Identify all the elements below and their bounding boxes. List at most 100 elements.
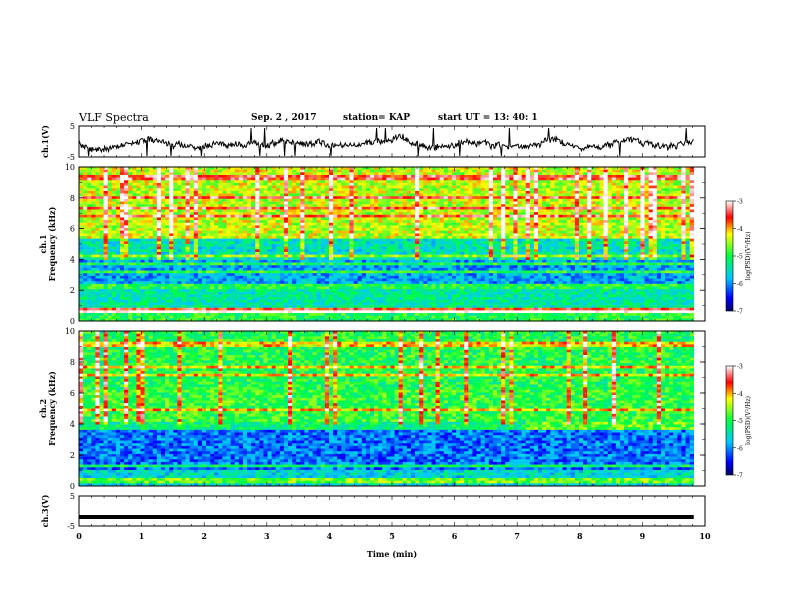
spectrogram-cell (165, 172, 170, 176)
spectrogram-cell (669, 196, 674, 200)
spectrogram-cell (681, 188, 686, 192)
spectrogram-cell (222, 212, 227, 216)
spectrogram-cell (574, 230, 580, 234)
spectrogram-cell (337, 212, 342, 216)
spectrogram-cell (242, 169, 248, 173)
spectrogram-cell (308, 217, 313, 221)
spectrogram-cell (509, 201, 514, 205)
spectrogram-cell (365, 172, 371, 176)
spectrogram-cell (599, 180, 604, 184)
spectrogram-cell (201, 244, 207, 247)
spectrogram-cell (242, 212, 248, 216)
spectrogram-cell (378, 185, 383, 189)
spectrogram-cell (624, 222, 629, 226)
spectrogram-cell (95, 204, 100, 208)
spectrogram-cell (119, 174, 125, 178)
spectrogram-cell (374, 209, 379, 213)
spectrogram-cell (517, 206, 522, 210)
spectrogram-cell (119, 251, 125, 255)
spectrogram-cell (636, 180, 641, 184)
spectrogram-cell (374, 238, 379, 242)
spectrogram-cell (685, 238, 690, 242)
spectrogram-cell (554, 236, 559, 239)
spectrogram-cell (79, 190, 84, 194)
spectrogram-cell (259, 172, 264, 176)
spectrogram-cell (218, 241, 223, 245)
spectrogram-cell (197, 225, 203, 229)
spectrogram-cell (201, 206, 207, 210)
spectrogram-cell (345, 198, 350, 202)
spectrogram-cell (558, 169, 563, 173)
spectrogram-cell (431, 177, 436, 181)
spectrogram-cell (603, 222, 608, 226)
spectrogram-cell (279, 206, 285, 210)
spectrogram-cell (562, 177, 567, 181)
spectrogram-cell (87, 180, 92, 184)
spectrogram-cell (103, 246, 108, 250)
spectrogram-cell (279, 251, 285, 255)
spectrogram-cell (173, 246, 178, 250)
spectrogram-cell (550, 182, 555, 186)
spectrogram-cell (144, 185, 149, 189)
spectrogram-cell (255, 225, 260, 229)
spectrogram-cell (533, 212, 539, 216)
spectrogram-cell (558, 225, 563, 229)
spectrogram-cell (292, 206, 297, 210)
spectrogram-cell (185, 236, 190, 239)
spectrogram-cell (99, 246, 104, 250)
spectrogram-cell (521, 238, 527, 242)
spectrogram-cell (369, 222, 375, 226)
spectrogram-cell (423, 188, 428, 192)
spectrogram-cell (242, 228, 248, 232)
spectrogram-cell (443, 233, 449, 237)
spectrogram-cell (99, 169, 104, 173)
spectrogram-cell (398, 246, 404, 250)
spectrogram-cell (337, 185, 342, 189)
spectrogram-cell (193, 196, 199, 200)
spectrogram-cell (410, 198, 416, 202)
spectrogram-cell (456, 193, 461, 197)
spectrogram-cell (165, 190, 170, 194)
spectrogram-cell (165, 196, 170, 200)
spectrogram-cell (369, 209, 375, 213)
spectrogram-cell (562, 244, 567, 247)
spectrogram-cell (206, 169, 211, 173)
spectrogram-cell (689, 198, 695, 202)
spectrogram-cell (337, 196, 342, 200)
spectrogram-cell (119, 204, 125, 208)
spectrogram-cell (513, 249, 518, 253)
spectrogram-cell (583, 241, 588, 245)
spectrogram-cell (624, 177, 629, 181)
spectrogram-cell (669, 225, 674, 229)
spectrogram-cell (505, 214, 510, 218)
spectrogram-cell (218, 217, 223, 221)
spectrogram-cell (624, 217, 629, 221)
spectrogram-cell (497, 177, 502, 181)
spectrogram-cell (218, 244, 223, 247)
spectrogram-cell (357, 230, 363, 234)
spectrogram-cell (103, 196, 108, 200)
spectrogram-cell (267, 174, 272, 178)
spectrogram-cell (538, 228, 543, 232)
spectrogram-cell (271, 209, 277, 213)
spectrogram-cell (546, 180, 551, 184)
spectrogram-cell (468, 214, 473, 218)
spectrogram-cell (636, 188, 641, 192)
spectrogram-cell (406, 193, 412, 197)
spectrogram-cell (521, 220, 527, 224)
spectrogram-cell (91, 217, 96, 221)
spectrogram-cell (591, 172, 596, 176)
spectrogram-cell (324, 212, 330, 216)
spectrogram-cell (197, 209, 203, 213)
spectrogram-cell (341, 180, 346, 184)
spectrogram-cell (136, 188, 141, 192)
spectrogram-cell (390, 198, 395, 202)
spectrogram-cell (624, 230, 629, 234)
plot-title: VLF Spectra (79, 111, 149, 124)
spectrogram-cell (124, 188, 129, 192)
spectrogram-cell (587, 220, 592, 224)
spectrogram-cell (169, 196, 174, 200)
spectrogram-cell (505, 228, 510, 232)
spectrogram-cell (144, 230, 149, 234)
spectrogram-cell (599, 249, 604, 253)
